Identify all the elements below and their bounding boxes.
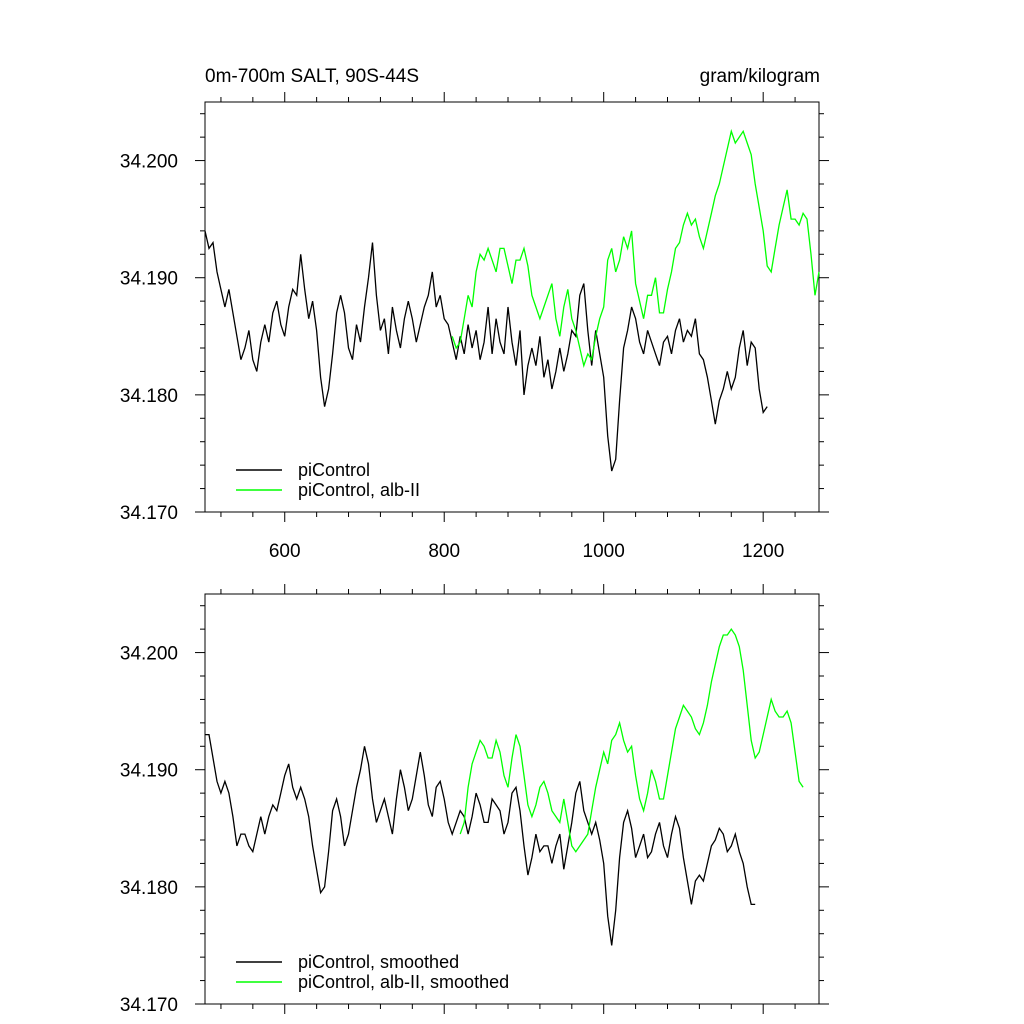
legend-label: piControl, alb-II, smoothed (298, 972, 509, 992)
y-tick-label: 34.170 (120, 995, 178, 1016)
series-line-picontrol (204, 230, 768, 472)
plot-frame (204, 101, 820, 513)
axis-ticks (195, 92, 829, 522)
y-axis-tick-labels: 34.170 34.180 34.190 34.200 (120, 152, 178, 524)
y-tick-label: 34.200 (120, 152, 178, 173)
legend: piControl piControl, alb-II (236, 460, 420, 500)
y-tick-label: 34.180 (120, 878, 178, 899)
series-lines (205, 627, 804, 946)
x-tick-label: 1000 (583, 541, 625, 562)
x-tick-label: 800 (428, 541, 460, 562)
x-tick-label: 1200 (742, 541, 784, 562)
legend-label: piControl (298, 460, 370, 480)
chart-title-left: 0m-700m SALT, 90S-44S (205, 66, 419, 87)
legend: piControl, smoothed piControl, alb-II, s… (236, 952, 509, 992)
series-lines (204, 128, 820, 472)
series-line-picontrol-alb-ii (451, 128, 820, 368)
series-line-picontrol-smoothed (205, 733, 756, 946)
top-panel: 0m-700m SALT, 90S-44S gram/kilogram 34.1… (120, 66, 829, 562)
bottom-panel: 34.170 34.180 34.190 34.200 piControl, s… (120, 584, 829, 1016)
plot-frame (204, 593, 820, 1005)
y-tick-label: 34.200 (120, 644, 178, 665)
y-tick-label: 34.190 (120, 761, 178, 782)
y-tick-label: 34.170 (120, 503, 178, 524)
x-axis-tick-labels: 600 800 1000 1200 (269, 541, 784, 562)
chart-units-label: gram/kilogram (700, 66, 820, 87)
x-tick-label: 600 (269, 541, 301, 562)
legend-label: piControl, alb-II (298, 480, 420, 500)
series-line-picontrol-alb-ii-smoothed (459, 627, 804, 853)
y-axis-tick-labels: 34.170 34.180 34.190 34.200 (120, 644, 178, 1016)
axis-ticks (195, 584, 829, 1014)
y-tick-label: 34.190 (120, 269, 178, 290)
legend-label: piControl, smoothed (298, 952, 459, 972)
y-tick-label: 34.180 (120, 386, 178, 407)
